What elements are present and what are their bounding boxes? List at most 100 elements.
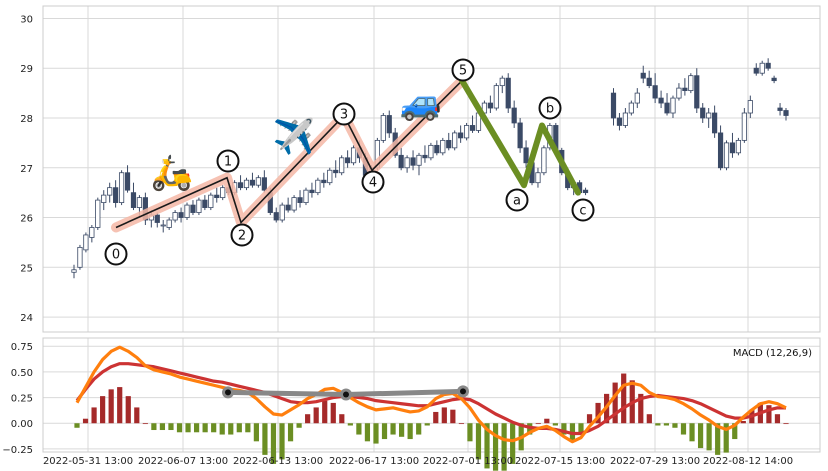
wave-label-3: 3 [340,108,348,123]
candle-body [291,197,297,211]
divergence-point [343,391,349,398]
wave-label-circle-3 [332,102,356,126]
candle-body [747,100,753,114]
x-ticks: 2022-05-31 13:00 2022-06-07 13:00 2022-06-… [43,456,793,467]
impulse-wave-line [115,80,463,229]
macd-hist-bar [680,423,687,435]
candle-body [458,132,464,139]
candle-body [220,187,226,199]
candle-body [89,227,95,238]
macd-hist-bar [228,423,234,435]
macd-hist-bar [424,423,430,426]
candle-body [339,157,345,174]
candle-body [777,107,783,111]
macd-hist-bar [296,423,302,428]
wave-label-c: c [579,204,586,219]
candle-body [154,214,160,223]
candle-body [124,172,131,191]
macd-hist-bar [697,423,704,449]
candle-body [386,115,392,134]
macd-hist-bar [586,414,593,424]
macd-hist-bar [407,423,413,440]
candle-body [202,199,208,208]
macd-hist-bar [193,423,200,433]
wave-label-1: 1 [224,155,232,170]
candle-body [309,189,315,194]
candle-body [640,72,646,79]
x-tick-label: 2022-07-15 13:00 [515,456,605,467]
candle-body [160,224,166,227]
candle-body [190,204,196,213]
candle-body [71,269,77,273]
macd-hist-bar [715,423,721,455]
candle-body [273,212,279,221]
wave-label-b: b [546,102,554,117]
y-tick-label: 28 [20,114,33,125]
candle-body [517,122,523,149]
macd-hist-bar [356,423,362,435]
macd-hist-bar [663,423,670,426]
candle-body [184,204,190,218]
candle-body [694,75,700,109]
macd-hist-bar [313,407,319,424]
candle-body [717,132,724,169]
candle-body [380,115,386,141]
candle-body [771,77,777,82]
x-tick-label: 2022-06-17 13:00 [329,456,419,467]
candle-body [434,144,440,154]
candle-body [130,192,137,208]
candle-body [327,169,333,184]
x-tick-label: 2022-06-13 13:00 [233,456,323,467]
macd-hist-bar [142,423,148,425]
candle-body [706,112,712,119]
candle-body [582,189,589,194]
macd-hist-bar [535,423,541,425]
candle-body [676,87,682,99]
macd-hist-bar [82,418,89,424]
wave-label-circle-a [505,188,529,212]
wave-label-circle-c [571,198,595,222]
macd-y-tick-label: 0.25 [11,394,33,405]
macd-hist-bar [159,423,166,431]
candle-body [77,246,83,268]
macd-hist-bar [433,411,439,424]
macd-hist-bar [390,423,396,435]
macd-y-tick-label: −0.25 [2,445,33,456]
x-tick-label: 2022-05-31 13:00 [43,456,133,467]
divergence-point [225,389,231,396]
candle-body [333,169,339,174]
wave-label-circle-1 [216,149,240,173]
candle-body [469,125,476,131]
macd-hist-bar [330,402,336,424]
car-emoji: 🚙 [400,83,442,123]
macd-hist-bar [100,396,106,424]
macd-hist-bar [689,423,695,442]
macd-hist-bar [347,423,353,426]
macd-hist-bar [74,423,80,428]
macd-divergence [222,385,469,401]
elliott-wave: 0 1 2 3 4 5 a b c [104,58,595,266]
macd-y-tick-label: 0.00 [11,419,33,430]
macd-hist-bar [168,423,174,431]
candle-body [285,204,291,211]
macd-y-ticks: −0.25 0.00 0.25 0.50 0.75 [2,342,33,456]
candle-body [404,157,410,169]
macd-hist-bar [117,387,123,424]
candle-body [670,97,676,114]
candle-body [107,187,113,196]
macd-hist-bar [492,423,499,471]
candle-body [646,77,652,87]
candle-body [279,204,285,221]
candle-body [297,197,303,203]
candle-body [511,107,517,124]
wave-label-circle-b [538,96,562,120]
macd-hist-bar [253,423,259,442]
candle-body [261,177,267,191]
candle-body [523,147,529,164]
macd-hist-bar [655,423,661,426]
macd-hist-bar [202,423,208,433]
macd-hist-bar [287,423,294,442]
candle-body [172,212,178,221]
wave-label-4: 4 [369,176,377,191]
